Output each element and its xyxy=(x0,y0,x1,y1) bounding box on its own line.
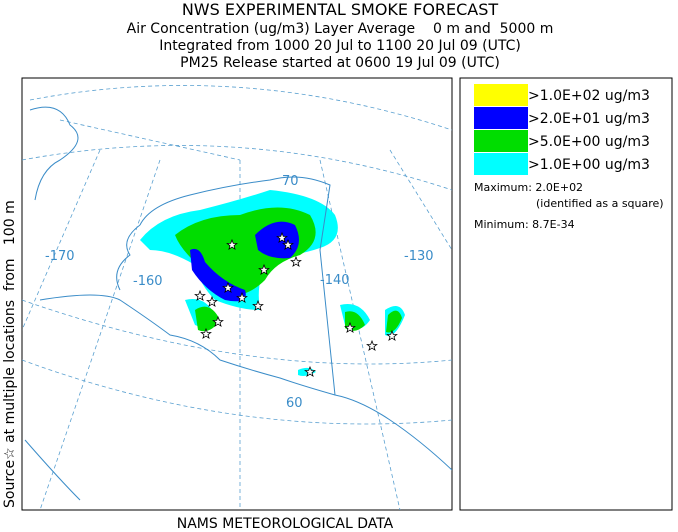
map: 70 60 -170 -160 -140 -130 xyxy=(22,85,452,510)
legend-label: >5.0E+00 ug/m3 xyxy=(528,134,650,150)
legend-swatch xyxy=(474,107,528,129)
legend-label: >1.0E+00 ug/m3 xyxy=(528,157,650,173)
source-label: Source☆ at multiple locations from 100 m xyxy=(2,200,18,508)
legend-swatch xyxy=(474,153,528,175)
longitude-label: -160 xyxy=(133,274,163,289)
latitude-lines xyxy=(22,85,452,425)
legend: >1.0E+02 ug/m3 >2.0E+01 ug/m3 >5.0E+00 ug/… xyxy=(474,84,650,175)
coastline xyxy=(24,106,81,501)
longitude-label: -140 xyxy=(320,273,350,288)
latitude-label: 70 xyxy=(282,174,299,189)
subtitle: Integrated from 1000 20 Jul to 1100 20 J… xyxy=(159,38,521,54)
longitude-lines xyxy=(22,119,452,510)
subtitle: PM25 Release started at 0600 19 Jul 09 (… xyxy=(180,55,500,71)
title: NWS EXPERIMENTAL SMOKE FORECAST xyxy=(182,0,499,19)
minimum: Minimum: 8.7E-34 xyxy=(474,218,575,231)
longitude-label: -170 xyxy=(45,249,75,264)
legend-swatch xyxy=(474,84,528,106)
latitude-label: 60 xyxy=(286,396,303,411)
legend-label: >1.0E+02 ug/m3 xyxy=(528,88,650,104)
legend-label: >2.0E+01 ug/m3 xyxy=(528,111,650,127)
smoke-blue xyxy=(190,221,299,302)
footer: NAMS METEOROLOGICAL DATA xyxy=(177,516,394,532)
coastline xyxy=(39,176,452,471)
maximum-note: (identified as a square) xyxy=(536,197,664,210)
longitude-label: -130 xyxy=(404,249,434,264)
subtitle: Air Concentration (ug/m3) Layer Average … xyxy=(127,21,554,37)
legend-swatch xyxy=(474,130,528,152)
maximum: Maximum: 2.0E+02 xyxy=(474,181,583,194)
